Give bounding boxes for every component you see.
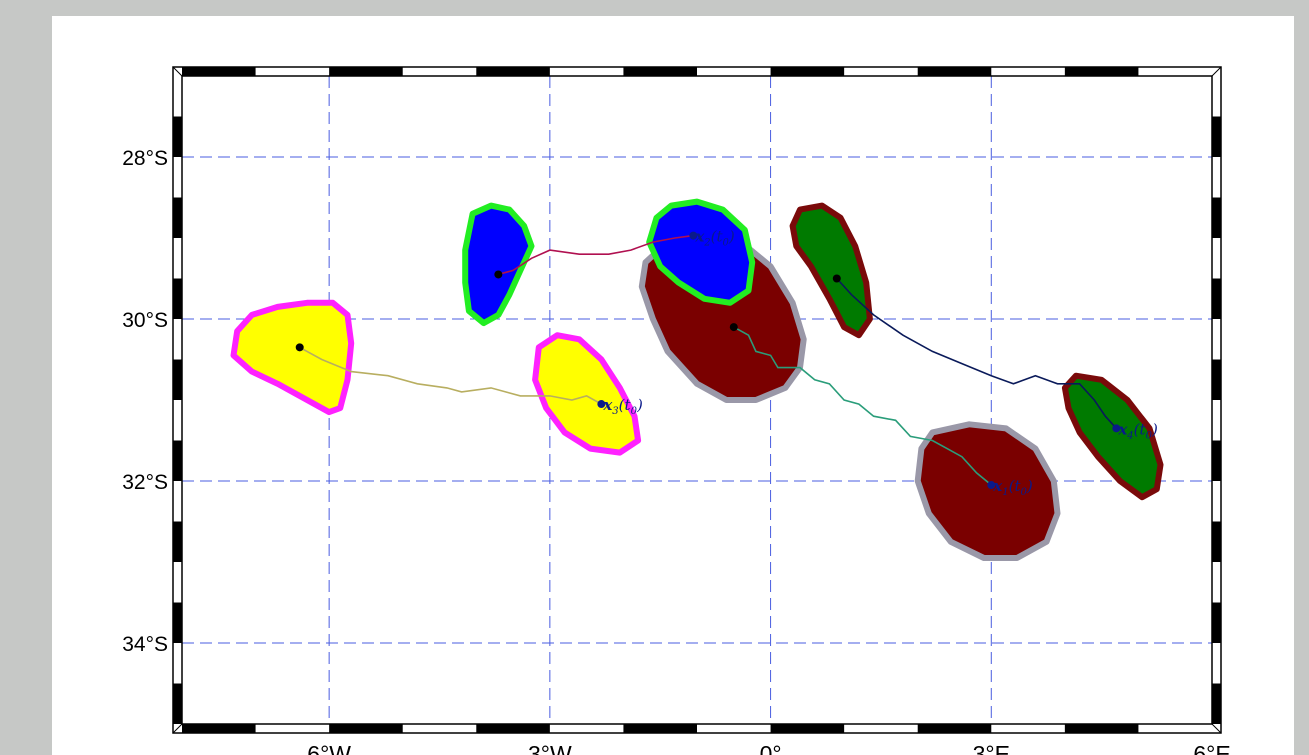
eddy-1-final-patch — [914, 421, 1061, 561]
frame-segment — [623, 67, 697, 76]
map-figure: x1(t0) x2(t0) x3(t0) x4(t0) 28°S 30°S 32°S 34°… — [52, 16, 1294, 755]
eddy-2-final-patch — [646, 198, 756, 306]
x-tick-label: 6°W — [307, 741, 351, 755]
eddy-3-trajectory — [299, 346, 602, 405]
eddy-3-start-point — [295, 343, 304, 352]
eddy-4-final-patch — [1061, 372, 1164, 501]
frame-segment — [329, 67, 403, 76]
x-tick-label: 6°E — [1193, 741, 1230, 755]
frame-segment — [1212, 440, 1221, 481]
frame-segment — [1212, 197, 1221, 238]
eddy-3-initial-patch — [230, 299, 355, 416]
eddy-3-end-point — [597, 400, 606, 409]
y-tick-label: 34°S — [122, 633, 168, 656]
eddy-labels: x1(t0) x2(t0) x3(t0) x4(t0) — [602, 228, 1158, 498]
eddy-1-end-point — [987, 481, 996, 490]
frame-segment — [623, 724, 697, 733]
frame-segment — [917, 67, 992, 76]
frame-segment — [173, 521, 182, 562]
frame-segment — [173, 197, 182, 238]
map-frame — [172, 66, 1222, 734]
frame-segment — [770, 724, 845, 733]
map-plot: x1(t0) x2(t0) x3(t0) x4(t0) 28°S 30°S 32°S 34°… — [122, 66, 1231, 755]
frame-segment — [770, 67, 845, 76]
eddy-1-trajectory — [733, 326, 992, 486]
eddy-2-trajectory — [498, 234, 694, 276]
frame-segment — [1212, 116, 1221, 157]
tick-labels: 28°S 30°S 32°S 34°S 6°W 3°W 0° 3°E 6°E — [122, 147, 1230, 755]
eddy-1-start-point — [729, 323, 738, 332]
frame-corner — [1211, 723, 1222, 734]
frame-segment — [1064, 724, 1139, 733]
frame-segment — [173, 602, 182, 643]
eddy-1-label: x1(t0) — [992, 477, 1033, 498]
frame-segment — [173, 278, 182, 319]
x-tick-label: 0° — [760, 741, 782, 755]
y-tick-label: 28°S — [122, 147, 168, 170]
frame-segment — [1212, 521, 1221, 562]
frame-segment — [182, 67, 256, 76]
frame-segment — [1212, 602, 1221, 643]
eddy-2-start-point — [494, 270, 503, 279]
frame-segment — [182, 724, 256, 733]
y-tick-label: 32°S — [122, 471, 168, 494]
frame-segment — [329, 724, 403, 733]
eddy-4-trajectory — [836, 277, 1117, 429]
frame-segment — [173, 440, 182, 481]
eddy-3-label: x3(t0) — [602, 396, 643, 417]
eddy-2-initial-patch — [462, 202, 535, 327]
eddy-4-start-point — [832, 274, 841, 283]
frame-segment — [476, 724, 550, 733]
frame-segment — [173, 359, 182, 400]
frame-corner — [1211, 66, 1222, 77]
frame-segment — [476, 67, 550, 76]
x-tick-label: 3°W — [528, 741, 572, 755]
x-tick-label: 3°E — [973, 741, 1010, 755]
eddy-layer — [230, 198, 1164, 561]
eddy-3-final-patch — [532, 332, 642, 456]
frame-corner — [172, 66, 183, 77]
eddy-4-initial-patch — [789, 202, 873, 339]
eddy-2-end-point — [689, 231, 698, 240]
frame-segment — [917, 724, 992, 733]
frame-segment — [173, 683, 182, 724]
frame-segment — [1064, 67, 1139, 76]
frame-segment — [1212, 278, 1221, 319]
frame-segment — [1212, 683, 1221, 724]
eddy-4-end-point — [1112, 424, 1121, 433]
eddy-2-label: x2(t0) — [694, 228, 735, 249]
frame-segment — [173, 116, 182, 157]
eddy-4-label: x4(t0) — [1117, 420, 1158, 441]
frame-corner — [172, 723, 183, 734]
frame-segment — [1212, 359, 1221, 400]
y-tick-label: 30°S — [122, 309, 168, 332]
